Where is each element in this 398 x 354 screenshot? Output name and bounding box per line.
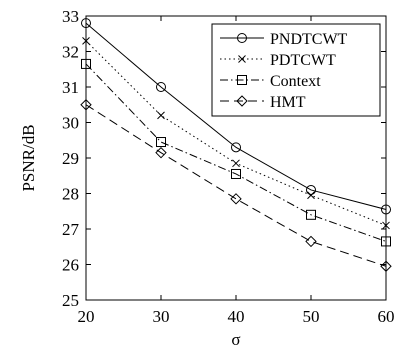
x-marker [232, 159, 240, 168]
circle-marker [381, 204, 391, 215]
square-marker [237, 75, 247, 85]
legend-label: Context [270, 73, 321, 90]
circle-marker [231, 142, 241, 153]
x-tick-label: 40 [228, 307, 245, 326]
circle-marker [237, 33, 247, 43]
y-tick-label: 30 [62, 114, 79, 133]
circle-marker [156, 82, 166, 92]
diamond-marker [236, 95, 248, 107]
series-pdtcwt [82, 36, 390, 230]
x-marker [382, 221, 390, 230]
legend-label: PNDTCWT [270, 31, 348, 48]
legend-label: HMT [270, 94, 306, 111]
square-marker [156, 137, 166, 148]
series-line [85, 22, 387, 210]
circle-marker [306, 184, 316, 195]
x-marker [157, 111, 165, 120]
y-tick-label: 31 [62, 78, 79, 97]
y-tick-label: 32 [62, 43, 79, 62]
x-axis-title: σ [231, 330, 240, 349]
square-marker [81, 58, 91, 69]
y-tick-label: 25 [62, 291, 79, 310]
series-line [85, 63, 387, 242]
series-hmt [80, 99, 392, 272]
y-axis-title: PSNR/dB [19, 124, 38, 191]
diamond-marker [305, 235, 317, 248]
square-marker [231, 168, 241, 179]
legend-label: PDTCWT [270, 52, 336, 69]
legend-item-hmt: HMT [220, 94, 306, 111]
legend-item-pndtcwt: PNDTCWT [220, 31, 348, 48]
x-marker [238, 55, 246, 63]
series-context [81, 58, 391, 247]
x-tick-label: 50 [303, 307, 320, 326]
diamond-marker [155, 146, 167, 159]
axis-ticks: 20 30 40 50 60 25 26 27 28 29 30 31 32 33 [62, 7, 395, 326]
y-tick-label: 27 [62, 220, 80, 239]
legend-item-pdtcwt: PDTCWT [220, 52, 336, 69]
y-tick-label: 33 [62, 7, 79, 26]
x-tick-label: 20 [78, 307, 95, 326]
square-marker [381, 236, 391, 247]
series-group [80, 18, 392, 272]
circle-marker [81, 18, 91, 29]
y-tick-label: 29 [62, 149, 79, 168]
legend: PNDTCWT PDTCWT Context HMT [211, 23, 381, 117]
square-marker [306, 209, 316, 220]
x-tick-label: 60 [378, 307, 395, 326]
x-marker [307, 191, 315, 200]
y-tick-label: 26 [62, 256, 79, 275]
y-tick-label: 28 [62, 185, 79, 204]
diamond-marker [230, 193, 242, 205]
series-line [85, 104, 387, 267]
x-marker [82, 36, 90, 45]
legend-item-context: Context [220, 73, 321, 90]
x-tick-label: 30 [153, 307, 170, 326]
series-pndtcwt [81, 18, 391, 215]
diamond-marker [80, 99, 92, 111]
diamond-marker [380, 260, 392, 272]
